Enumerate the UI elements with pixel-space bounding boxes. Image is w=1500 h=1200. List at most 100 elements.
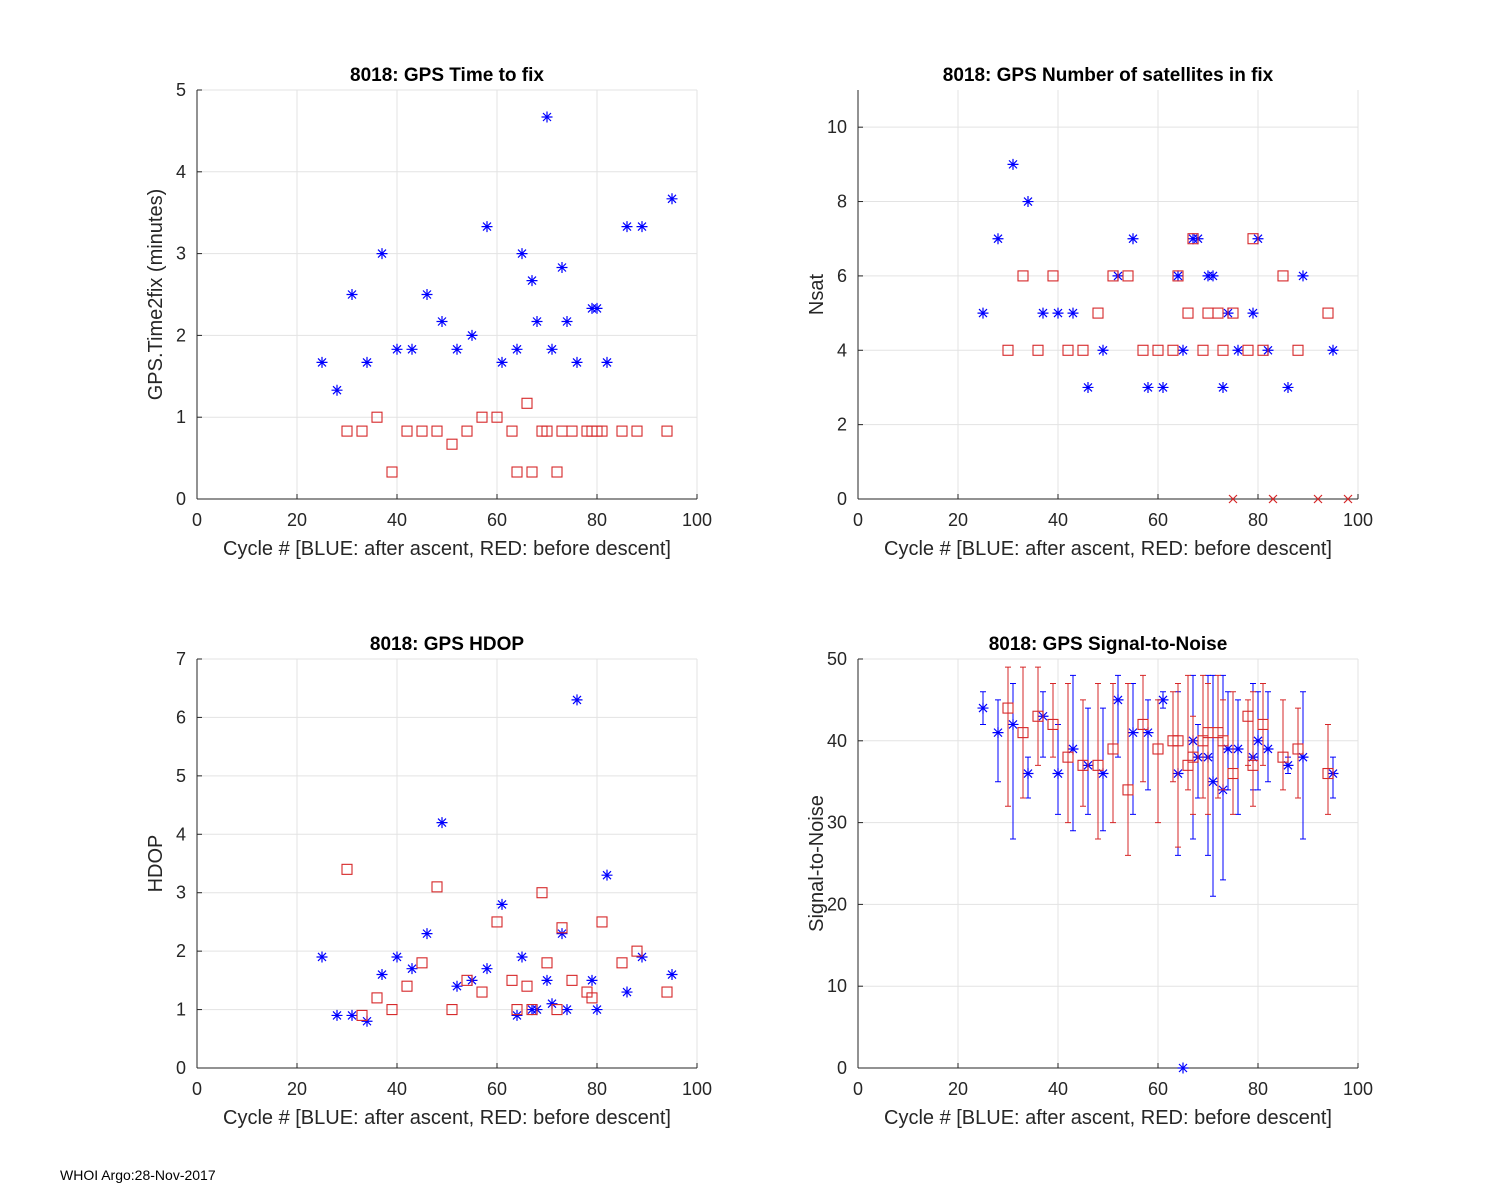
data-point — [391, 343, 403, 355]
data-point — [416, 957, 428, 969]
data-point — [586, 992, 598, 1004]
error-bar — [1175, 683, 1181, 848]
error-bar — [1110, 683, 1116, 824]
error-bar — [1250, 691, 1256, 807]
data-point — [1197, 344, 1209, 356]
data-point — [1247, 759, 1259, 771]
data-point — [1142, 381, 1154, 393]
x-tick-label: 80 — [1248, 510, 1268, 530]
x-tick-label: 100 — [1343, 1079, 1373, 1099]
data-point — [431, 881, 443, 893]
data-point — [1017, 727, 1029, 739]
data-point — [596, 916, 608, 928]
data-point — [1313, 494, 1323, 504]
error-bar — [1020, 666, 1026, 799]
error-bar — [1245, 699, 1251, 766]
error-bar — [995, 699, 1001, 783]
data-point — [1257, 718, 1269, 730]
x-tick-label: 0 — [853, 510, 863, 530]
data-point — [1127, 233, 1139, 245]
x-axis-label: Cycle # [BLUE: after ascent, RED: before… — [223, 538, 671, 560]
series-before-descent — [341, 863, 673, 1021]
data-point — [1343, 494, 1353, 504]
error-bar — [1155, 699, 1161, 824]
data-point — [331, 384, 343, 396]
data-point — [516, 951, 528, 963]
x-tick-label: 60 — [1148, 510, 1168, 530]
data-point — [1252, 735, 1264, 747]
data-point — [476, 411, 488, 423]
data-point — [616, 957, 628, 969]
data-point — [386, 466, 398, 478]
error-bar — [1185, 674, 1191, 791]
y-tick-label: 7 — [176, 649, 186, 669]
data-point — [601, 869, 613, 881]
data-point — [1202, 307, 1214, 319]
data-point — [1032, 710, 1044, 722]
series-before-descent — [1002, 233, 1334, 356]
data-point — [661, 425, 673, 437]
data-point — [1052, 307, 1064, 319]
error-bar — [1260, 683, 1266, 766]
data-point — [631, 945, 643, 957]
data-point — [376, 969, 388, 981]
data-point — [511, 343, 523, 355]
error-bar — [1300, 691, 1306, 840]
data-point — [1022, 196, 1034, 208]
data-point — [466, 329, 478, 341]
data-point — [992, 727, 1004, 739]
data-point — [621, 221, 633, 233]
data-point — [516, 248, 528, 260]
data-point — [1327, 344, 1339, 356]
data-point — [371, 411, 383, 423]
data-point — [446, 438, 458, 450]
data-point — [506, 974, 518, 986]
y-tick-label: 6 — [176, 707, 186, 727]
data-point — [1232, 344, 1244, 356]
error-bar — [1230, 691, 1236, 815]
data-point — [1077, 344, 1089, 356]
data-point — [992, 233, 1004, 245]
chart-title: 8018: GPS Signal-to-Noise — [989, 634, 1228, 655]
data-point — [556, 922, 568, 934]
data-point — [386, 1004, 398, 1016]
data-point — [1122, 270, 1134, 282]
data-point — [1002, 344, 1014, 356]
error-bar — [1295, 707, 1301, 799]
data-point — [1207, 776, 1219, 788]
x-tick-label: 40 — [1048, 510, 1068, 530]
data-point — [616, 425, 628, 437]
data-point — [556, 425, 568, 437]
data-point — [1062, 751, 1074, 763]
error-bar — [1205, 683, 1211, 815]
data-point — [451, 343, 463, 355]
y-tick-label: 2 — [176, 325, 186, 345]
data-point — [1097, 344, 1109, 356]
y-tick-label: 4 — [837, 340, 847, 360]
error-bar — [1265, 691, 1271, 783]
data-point — [977, 702, 989, 714]
data-point — [461, 974, 473, 986]
data-point — [526, 1004, 538, 1016]
x-tick-label: 100 — [1343, 510, 1373, 530]
data-point — [406, 343, 418, 355]
series-after-ascent — [316, 111, 678, 396]
error-bar — [1065, 683, 1071, 824]
x-tick-label: 80 — [1248, 1079, 1268, 1099]
data-point — [526, 275, 538, 287]
data-point — [1107, 270, 1119, 282]
x-axis-label: Cycle # [BLUE: after ascent, RED: before… — [884, 1107, 1332, 1129]
error-bar — [1080, 699, 1086, 807]
data-point — [461, 425, 473, 437]
data-point — [491, 916, 503, 928]
data-point — [536, 887, 548, 899]
data-point — [341, 863, 353, 875]
data-point — [1222, 743, 1234, 755]
y-tick-label: 50 — [827, 649, 847, 669]
data-point — [1177, 1062, 1189, 1074]
data-point — [401, 425, 413, 437]
data-point — [1172, 270, 1184, 282]
data-point — [1097, 768, 1109, 780]
data-point — [591, 1004, 603, 1016]
